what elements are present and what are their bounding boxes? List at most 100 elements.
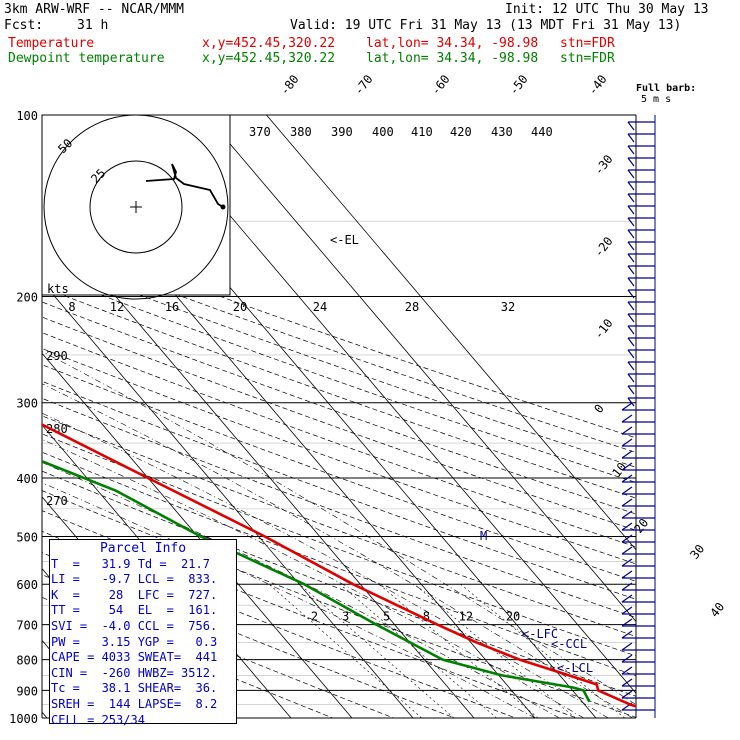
wind-barb-flag [627, 217, 635, 227]
dry-adiabat-line [42, 332, 636, 548]
parcel-info-row: CELL = 253/34 [51, 712, 145, 727]
wind-barb-flag [627, 229, 635, 239]
wind-barb-flag [621, 546, 633, 555]
wind-barb-flag [627, 325, 635, 335]
mixing-ratio-label: 12 [459, 610, 473, 624]
wind-barb-flag [621, 522, 633, 531]
isotherm-tick-label: 30 [687, 542, 707, 562]
init-time: Init: 12 UTC Thu 30 May 13 [505, 2, 709, 17]
theta-label: 370 [249, 125, 271, 139]
mixing-ratio-label: 3 [342, 610, 349, 624]
wind-barb-flag [627, 385, 635, 395]
theta-label: 390 [331, 125, 353, 139]
dewpoint-legend-station: stn=FDR [560, 51, 615, 66]
dry-adiabat-line [42, 380, 636, 600]
wind-barb-flag [621, 690, 633, 699]
isotherm-tick-label: 20 [631, 516, 651, 536]
wind-barb-flag [621, 642, 633, 651]
mixing-ratio-line [299, 583, 455, 718]
wind-barb-flag [627, 289, 635, 299]
isotherm-tick-label: -70 [351, 72, 375, 98]
pressure-tick-label: 700 [16, 619, 38, 633]
parcel-info-row: K = 28 LFC = 727. [51, 587, 218, 602]
theta-label: 430 [491, 125, 513, 139]
dry-adiabat-line [42, 286, 636, 499]
temperature-legend-label: Temperature [8, 36, 95, 51]
wind-barb-flag [621, 438, 633, 447]
pressure-tick-label: 600 [16, 578, 38, 592]
wind-barb-flag [621, 582, 633, 591]
isotherm-tick-label: -20 [591, 234, 615, 260]
dry-adiabat-line [42, 364, 636, 582]
wind-barb-flag [627, 193, 635, 203]
temperature-curve [42, 423, 636, 708]
temperature-legend-xy: x,y=452.45,320.22 [202, 36, 336, 51]
parcel-info-title: Parcel Info [99, 541, 187, 556]
dry-adiabat-line [42, 470, 636, 697]
isotherm-line [42, 280, 414, 718]
wind-barb-flag [621, 510, 633, 519]
wind-barb-flag [627, 121, 635, 131]
dry-adiabat-line [42, 258, 636, 468]
theta-label: 270 [46, 494, 68, 508]
level-annotation: <-EL [330, 233, 359, 247]
theta-label: 420 [450, 125, 472, 139]
wind-barb-flag [627, 205, 635, 215]
temperature-legend-station: stn=FDR [560, 36, 615, 51]
wind-barb-flag [621, 486, 633, 495]
wind-barb-flag [621, 402, 633, 411]
level-annotation: <-LCL [557, 661, 593, 675]
theta-label: 280 [46, 422, 68, 436]
hodograph-end-marker [220, 204, 226, 210]
mixing-ratio-label: 2 [311, 610, 318, 624]
dry-adiabat-line [42, 316, 636, 531]
dewpoint-legend-label: Dewpoint temperature [8, 51, 165, 66]
wind-barb-flag [621, 618, 633, 627]
pressure-tick-label: 900 [16, 684, 38, 698]
wind-barb-flag [627, 397, 635, 407]
wind-barb-flag [627, 361, 635, 371]
dewpoint-legend-latlon: lat,lon= 34.34, -98.98 [366, 51, 539, 66]
pressure-tick-label: 500 [16, 530, 38, 544]
hodograph-speed-tick: 12 [110, 300, 124, 314]
mixing-ratio-line [339, 583, 497, 718]
isotherm-line [266, 115, 636, 551]
theta-label: 440 [531, 125, 553, 139]
mixing-ratio-label: 8 [423, 610, 430, 624]
wind-barb-flag [627, 133, 635, 143]
isotherm-tick-label: -10 [591, 316, 615, 342]
dry-adiabat-line [42, 596, 334, 718]
wind-barb-flag [621, 450, 633, 459]
forecast-label: Fcst: [4, 18, 44, 33]
hodograph-speed-tick: 24 [313, 300, 327, 314]
dry-adiabat-line [42, 490, 636, 718]
pressure-tick-label: 100 [16, 109, 38, 123]
isotherm-tick-label: 40 [707, 600, 727, 620]
wind-barb-flag [621, 426, 633, 435]
dry-adiabat-line [42, 574, 395, 718]
parcel-info-row: TT = 54 EL = 161. [51, 603, 218, 618]
barb-legend-title: Full barb: [636, 83, 697, 94]
hodograph-speed-tick: 8 [68, 300, 75, 314]
hodograph-speed-axis-label: kts [47, 282, 69, 296]
wind-barb-flag [627, 349, 635, 359]
isotherm-tick-label: -40 [585, 72, 609, 98]
theta-label: 290 [46, 349, 68, 363]
wind-barb-flag [621, 534, 633, 543]
dry-adiabat-line [42, 530, 517, 718]
wind-barb-flag [627, 313, 635, 323]
wind-barb-flag [627, 169, 635, 179]
wind-barb-flag [627, 301, 635, 311]
parcel-info-panel: Parcel Info T = 31.9 Td = 21.7 LI = -9.7 … [49, 539, 237, 727]
dry-adiabat-line [42, 433, 636, 657]
wind-barb-flag [621, 594, 633, 603]
parcel-info-row: SVI = -4.0 CCL = 756. [51, 618, 218, 633]
isotherm-tick-label: -30 [591, 152, 615, 178]
wind-barb-flag [627, 181, 635, 191]
wind-barb-flag [627, 253, 635, 263]
wind-barb-flag [627, 373, 635, 383]
hodograph-speed-tick: 20 [233, 300, 247, 314]
mixing-ratio-label: 20 [506, 610, 520, 624]
wind-barb-flag [627, 265, 635, 275]
